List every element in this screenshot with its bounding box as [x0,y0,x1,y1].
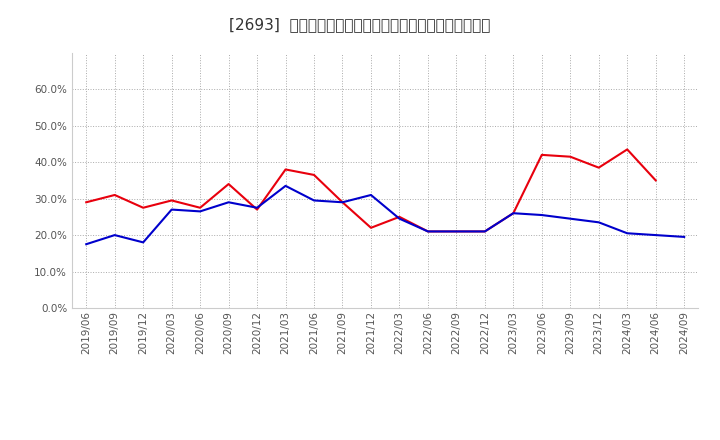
現預金 [423,229,432,234]
有利子負債 [480,229,489,234]
現預金 [338,200,347,205]
現預金 [395,214,404,220]
有利子負債 [680,234,688,239]
Text: [2693]  現預金、有利子負債の総資産に対する比率の推移: [2693] 現預金、有利子負債の総資産に対する比率の推移 [229,18,491,33]
有利子負債 [282,183,290,188]
有利子負債 [652,232,660,238]
現預金 [509,211,518,216]
有利子負債 [423,229,432,234]
現預金 [282,167,290,172]
現預金 [253,207,261,212]
現預金 [480,229,489,234]
有利子負債 [310,198,318,203]
Line: 現預金: 現預金 [86,150,656,231]
現預金 [110,192,119,198]
有利子負債 [509,211,518,216]
有利子負債 [196,209,204,214]
現預金 [623,147,631,152]
現預金 [310,172,318,178]
現預金 [537,152,546,158]
有利子負債 [366,192,375,198]
現預金 [595,165,603,170]
有利子負債 [167,207,176,212]
有利子負債 [537,213,546,218]
有利子負債 [139,240,148,245]
有利子負債 [395,216,404,221]
有利子負債 [338,200,347,205]
Line: 有利子負債: 有利子負債 [86,186,684,244]
現預金 [196,205,204,210]
有利子負債 [623,231,631,236]
現預金 [139,205,148,210]
現預金 [652,178,660,183]
現預金 [366,225,375,231]
現預金 [225,181,233,187]
現預金 [566,154,575,159]
現預金 [167,198,176,203]
現預金 [452,229,461,234]
有利子負債 [452,229,461,234]
有利子負債 [82,242,91,247]
有利子負債 [110,232,119,238]
有利子負債 [225,200,233,205]
有利子負債 [253,205,261,210]
現預金 [82,200,91,205]
有利子負債 [595,220,603,225]
有利子負債 [566,216,575,221]
